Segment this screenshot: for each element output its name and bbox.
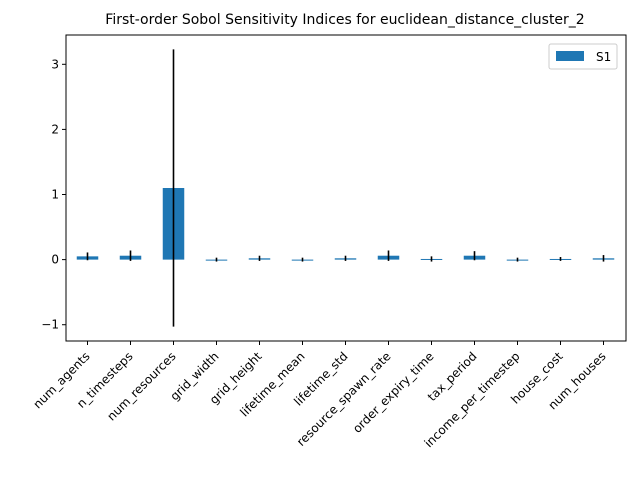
chart-title: First-order Sobol Sensitivity Indices fo… <box>105 12 584 28</box>
legend-label-s1: S1 <box>596 50 611 64</box>
y-tick-label: 0 <box>51 253 59 267</box>
plot-area: −10123num_agentsn_timestepsnum_resources… <box>31 34 627 450</box>
y-tick-label: −1 <box>41 318 59 332</box>
y-tick-label: 2 <box>51 122 59 136</box>
x-tick-label: order_expiry_time <box>350 349 437 436</box>
axes-frame <box>65 34 627 342</box>
legend-swatch-s1 <box>556 51 584 61</box>
y-tick-label: 3 <box>51 57 59 71</box>
legend: S1 <box>548 43 618 70</box>
y-tick-label: 1 <box>51 188 59 202</box>
